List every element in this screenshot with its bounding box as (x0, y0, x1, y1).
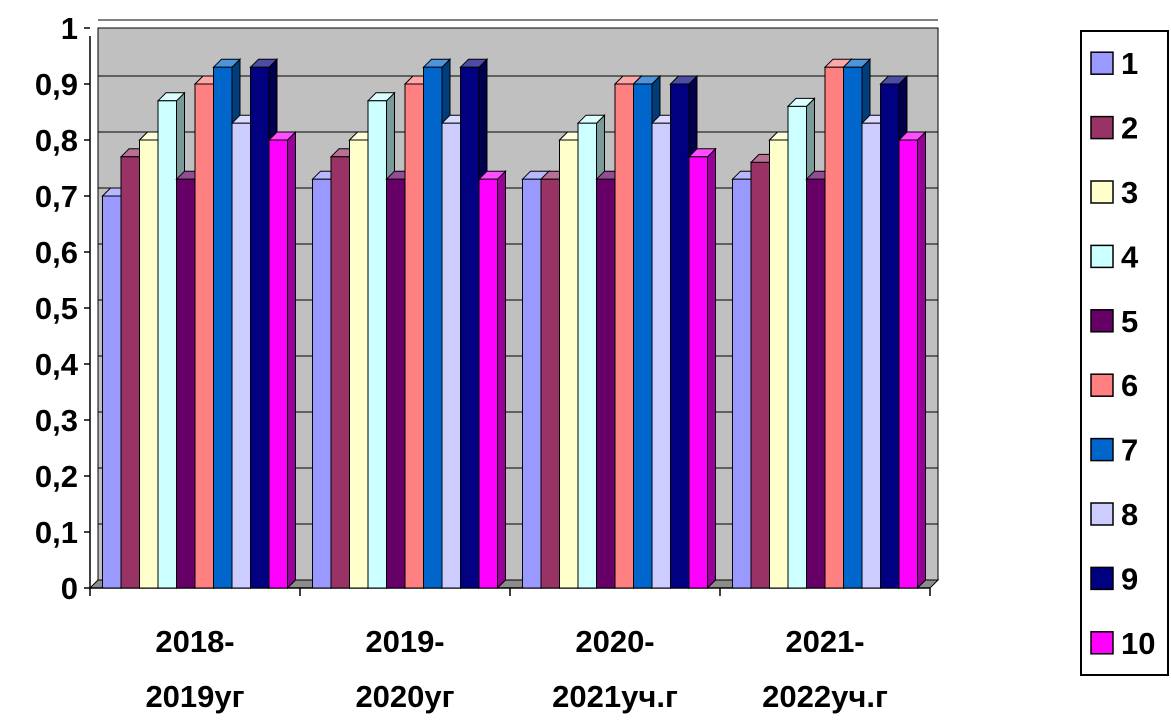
bar (268, 139, 288, 589)
x-tick-label: 2022уч.г (762, 679, 888, 714)
legend-label: 10 (1121, 626, 1155, 661)
legend-swatch (1090, 51, 1114, 75)
bar (559, 139, 579, 589)
bar (540, 178, 560, 589)
y-tick-label: 0,9 (35, 67, 78, 102)
bar (423, 66, 443, 589)
legend-swatch (1090, 502, 1114, 526)
x-tick-label: 2020- (575, 624, 654, 659)
bar (102, 195, 122, 589)
legend-label: 6 (1121, 368, 1138, 403)
bar (670, 83, 690, 589)
x-tick-labels: 2018- 2019уг 2019- 2020уг 2020- 2021уч.г 2021-… (145, 624, 888, 714)
x-tick-label: 2021- (785, 624, 864, 659)
x-tick-label: 2021уч.г (552, 679, 678, 714)
legend-label: 8 (1121, 497, 1138, 532)
bar (139, 139, 159, 589)
bar (522, 178, 542, 589)
bar (250, 66, 270, 589)
y-tick-label: 0,4 (35, 347, 79, 382)
bar (787, 105, 807, 589)
y-tick-label: 0,2 (35, 459, 78, 494)
y-tick-label: 0,3 (35, 403, 78, 438)
legend-label: 4 (1121, 239, 1139, 274)
legend-swatch (1090, 373, 1114, 397)
bar (732, 178, 752, 589)
bar-side (917, 130, 926, 590)
bar (194, 83, 214, 589)
bar-side (707, 147, 716, 590)
bar (750, 161, 770, 589)
bar (231, 122, 251, 589)
bar-series-10 (687, 147, 717, 590)
bar (367, 100, 387, 589)
bar (349, 139, 369, 589)
legend-swatch (1090, 309, 1114, 333)
legend-label: 1 (1121, 46, 1138, 81)
bar (120, 156, 140, 589)
x-tick-label: 2020уг (355, 679, 454, 714)
bar-series-10 (477, 169, 507, 590)
legend-swatch (1090, 115, 1114, 140)
bar (806, 178, 826, 589)
x-tick-label: 2018- (155, 624, 234, 659)
legend-label: 7 (1121, 433, 1138, 468)
y-tick-label: 0,6 (35, 235, 78, 270)
bar-side (497, 169, 506, 590)
legend-swatch (1090, 566, 1114, 591)
bar (330, 156, 350, 589)
legend-swatch (1090, 180, 1114, 204)
legend: 1 2 3 4 5 6 7 8 9 10 (1080, 30, 1169, 676)
y-tick-label: 0,7 (35, 179, 78, 214)
legend-swatch (1090, 244, 1114, 269)
bar (651, 122, 671, 589)
bar (213, 66, 233, 589)
y-tick-label: 0 (61, 571, 78, 606)
bar-series-10 (897, 130, 927, 590)
y-tick-label: 0,5 (35, 291, 78, 326)
bar (460, 66, 480, 589)
bar (880, 83, 900, 589)
bar (404, 83, 424, 589)
x-tick-label: 2019уг (145, 679, 244, 714)
bar (861, 122, 881, 589)
legend-label: 5 (1121, 304, 1138, 339)
y-tick-label: 0,1 (35, 515, 78, 550)
bar (633, 83, 653, 589)
bar (577, 122, 597, 589)
bar-series-10 (267, 130, 297, 590)
bar-side (287, 130, 296, 590)
x-tick-label: 2019- (365, 624, 444, 659)
y-tick-labels: 0 0,1 0,2 0,3 0,4 0,5 0,6 0,7 0,8 0,9 1 (35, 11, 79, 606)
bar (441, 122, 461, 589)
y-tick-label: 0,8 (35, 123, 78, 158)
bar (478, 178, 498, 589)
bar (596, 178, 616, 589)
legend-label: 9 (1121, 561, 1138, 596)
legend-label: 3 (1121, 175, 1138, 210)
y-tick-label: 1 (61, 11, 78, 46)
legend-swatch (1090, 437, 1114, 462)
bar (769, 139, 789, 589)
bar (157, 100, 177, 589)
bar (176, 178, 196, 589)
bar (843, 66, 863, 589)
bar (898, 139, 918, 589)
bar (312, 178, 332, 589)
bar (824, 66, 844, 589)
legend-swatch (1090, 631, 1114, 655)
bars (101, 57, 927, 590)
bar (688, 156, 708, 589)
legend-label: 2 (1121, 111, 1138, 146)
bar (386, 178, 406, 589)
bar (614, 83, 634, 589)
